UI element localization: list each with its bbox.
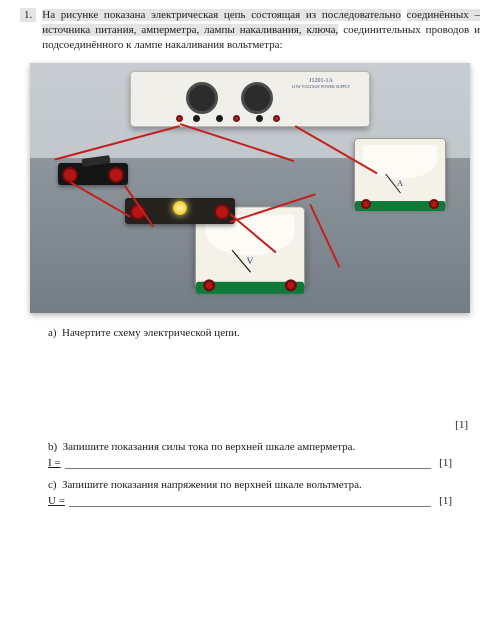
switch [58,163,128,185]
part-c-label: c) [48,479,57,491]
question-number: 1. [20,8,36,22]
part-c-mark: [1] [439,495,452,507]
question-header: 1. На рисунке показана электрическая цеп… [20,8,480,53]
part-b: b) Запишите показания силы тока по верхн… [48,441,480,453]
part-b-mark: [1] [439,457,452,469]
part-a-text: Начертите схему электрической цепи. [62,327,240,339]
power-supply: J1201-1A LOW VOLTAGE POWER SUPPLY [130,71,370,127]
part-b-answer-line[interactable]: I = [1] [48,457,452,469]
part-c-text: Запишите показания напряжения по верхней… [62,479,362,491]
question-text: На рисунке показана электрическая цепь с… [42,8,480,53]
circuit-photo: J1201-1A LOW VOLTAGE POWER SUPPLY A V [30,63,470,313]
part-a-answer-area[interactable] [20,339,480,417]
part-b-text: Запишите показания силы тока по верхней … [63,441,356,453]
part-a: a) Начертите схему электрической цепи. [48,327,480,339]
psu-caption: LOW VOLTAGE POWER SUPPLY [291,84,351,89]
ammeter: A [354,138,446,206]
ammeter-unit: A [355,179,445,188]
part-a-label: a) [48,327,57,339]
voltmeter-unit: V [196,255,304,266]
question-line-1: На рисунке показана электрическая цепь с… [42,9,401,21]
part-b-label: b) [48,441,57,453]
part-b-prefix: I = [48,457,61,469]
part-c: c) Запишите показания напряжения по верх… [48,479,480,491]
part-c-answer-line[interactable]: U = [1] [48,495,452,507]
part-a-mark: [1] [20,419,468,431]
part-c-prefix: U = [48,495,65,507]
